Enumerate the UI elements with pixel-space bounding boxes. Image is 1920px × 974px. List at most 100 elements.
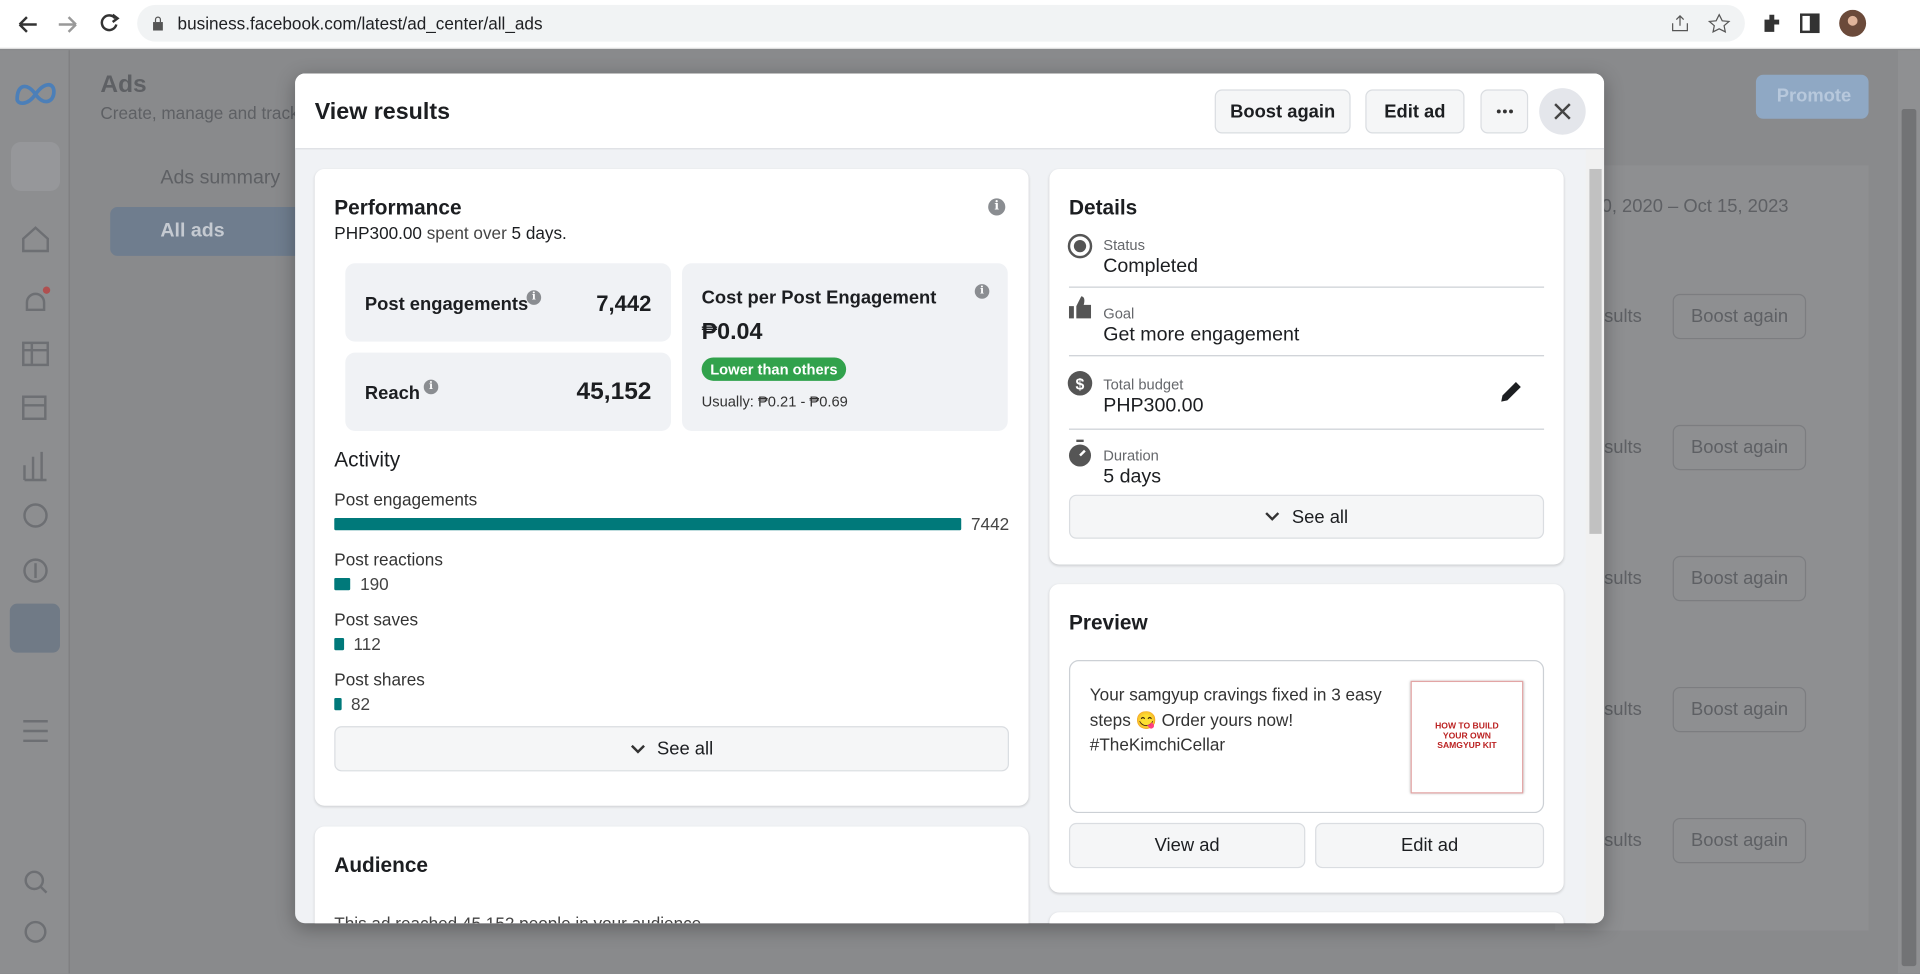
modal-scrollbar[interactable] <box>1585 149 1605 924</box>
view-ad-button[interactable]: View ad <box>1068 822 1306 869</box>
performance-card: Performance i PHP300.00 spent over 5 day… <box>314 168 1029 806</box>
row-results: sults <box>1604 306 1642 327</box>
boost-again-button[interactable]: Boost again <box>1214 89 1351 134</box>
row-action[interactable]: Boost again <box>1672 293 1807 340</box>
modal: View results Boost again Edit ad Perform… <box>295 73 1605 924</box>
promote-button[interactable]: Promote <box>1755 74 1869 119</box>
activity-bar <box>334 637 344 651</box>
info-icon[interactable]: i <box>423 379 439 395</box>
detail-value: 5 days <box>1103 466 1161 488</box>
see-all-label: See all <box>1291 506 1349 528</box>
detail-label: Goal <box>1103 304 1135 323</box>
close-button[interactable] <box>1539 88 1586 135</box>
spend-duration: 5 days. <box>511 222 567 243</box>
row-action[interactable]: Boost again <box>1672 817 1807 864</box>
url-text: business.facebook.com/latest/ad_center/a… <box>177 13 543 34</box>
card-title: Audience <box>334 853 428 877</box>
page-title: Ads <box>100 71 147 98</box>
activity-label: Post engagements <box>334 489 478 510</box>
audience-text: This ad reached 45,152 people in your au… <box>334 913 706 923</box>
audience-card: Audience This ad reached 45,152 people i… <box>314 826 1029 924</box>
row-action[interactable]: Boost again <box>1672 686 1807 733</box>
more-icon <box>1496 109 1513 114</box>
date-range[interactable]: 0, 2020 – Oct 15, 2023 <box>1601 195 1789 217</box>
separator <box>1068 428 1545 430</box>
extension-icons[interactable] <box>1761 9 1871 39</box>
activity-bar <box>334 577 351 591</box>
ad-text: Your samgyup cravings fixed in 3 easy st… <box>1089 684 1382 755</box>
url-bar[interactable]: business.facebook.com/latest/ad_center/a… <box>137 4 1745 42</box>
detail-label: Status <box>1103 236 1145 254</box>
metric-value: 7,442 <box>596 291 652 316</box>
info-icon[interactable]: i <box>988 198 1006 216</box>
activity-value: 112 <box>353 634 381 654</box>
see-all-button[interactable]: See all <box>1068 494 1545 539</box>
activity-bar <box>334 697 342 711</box>
detail-value: PHP300.00 <box>1103 395 1204 417</box>
cost-value: ₱0.04 <box>701 319 763 346</box>
metric-value: 45,152 <box>576 378 652 406</box>
row-results: sults <box>1604 830 1642 852</box>
card-title: Details <box>1068 195 1138 220</box>
separator <box>1068 286 1545 288</box>
card-title: Performance <box>334 195 462 220</box>
row-action[interactable]: Boost again <box>1672 424 1807 471</box>
activity-value: 7442 <box>971 514 1010 534</box>
cost-box: Cost per Post Engagement i ₱0.04 Lower t… <box>682 263 1008 432</box>
chevron <box>630 744 645 753</box>
row-results: sults <box>1604 437 1642 458</box>
nav-item[interactable]: All ads <box>160 220 225 242</box>
spend-summary: PHP300.00 spent over 5 days. <box>334 223 567 243</box>
scroll-thumb[interactable] <box>1589 168 1602 534</box>
promote-label: Promote <box>1776 85 1852 107</box>
lock-icon <box>153 16 163 31</box>
spend: PHP300.00 <box>334 222 422 243</box>
more-button[interactable] <box>1480 89 1529 134</box>
info-icon[interactable]: i <box>526 290 542 305</box>
row-action[interactable]: Boost again <box>1672 555 1807 602</box>
edit-ad-button[interactable]: Edit ad <box>1365 89 1465 134</box>
meta-logo <box>15 82 56 105</box>
activity-label: Post saves <box>334 609 419 630</box>
badge: Lower than others <box>701 357 847 381</box>
info-icon[interactable]: i <box>974 284 990 299</box>
close-icon <box>1554 103 1571 120</box>
nav-selected[interactable] <box>110 206 307 256</box>
activity-value: 190 <box>360 574 389 594</box>
separator <box>1068 355 1545 357</box>
spend-text: spent over <box>426 222 507 243</box>
edit-icon[interactable] <box>1498 378 1525 405</box>
section-title: Activity <box>334 448 401 472</box>
metric-box: Post engagements i 7,442 <box>345 263 672 342</box>
cost-label: Cost per Post Engagement <box>701 287 937 309</box>
ad-preview: Your samgyup cravings fixed in 3 easy st… <box>1068 660 1545 814</box>
detail-icons: $ <box>1067 233 1093 467</box>
chevron <box>1265 512 1280 521</box>
see-all-label: See all <box>657 738 714 760</box>
modal-title: View results <box>314 99 451 125</box>
edit-ad-button[interactable]: Edit ad <box>1315 822 1545 869</box>
row-results: sults <box>1604 568 1642 589</box>
detail-label: Duration <box>1103 446 1159 465</box>
url-icons[interactable] <box>1670 13 1736 33</box>
card-title: Preview <box>1068 611 1148 635</box>
nav-item[interactable]: Ads summary <box>160 167 281 189</box>
activity-value: 82 <box>350 694 371 714</box>
details-card: Details $ Status Completed Goal Get more en… <box>1049 168 1564 565</box>
detail-value: Completed <box>1103 255 1199 277</box>
scroll-thumb[interactable] <box>1901 108 1917 967</box>
nav-buttons[interactable] <box>15 11 137 38</box>
page-avatar[interactable] <box>11 142 61 192</box>
sidebar-icons[interactable] <box>20 222 52 974</box>
app-sidebar <box>0 50 70 974</box>
activity-label: Post shares <box>334 669 425 690</box>
svg-text:$: $ <box>1076 376 1085 393</box>
selected-nav[interactable] <box>9 603 61 653</box>
browser-toolbar: business.facebook.com/latest/ad_center/a… <box>0 0 1920 49</box>
detail-value: Get more engagement <box>1103 324 1300 346</box>
detail-label: Total budget <box>1103 375 1184 394</box>
window-scrollbar[interactable] <box>1897 50 1920 974</box>
see-all-button[interactable]: See all <box>334 726 1009 772</box>
